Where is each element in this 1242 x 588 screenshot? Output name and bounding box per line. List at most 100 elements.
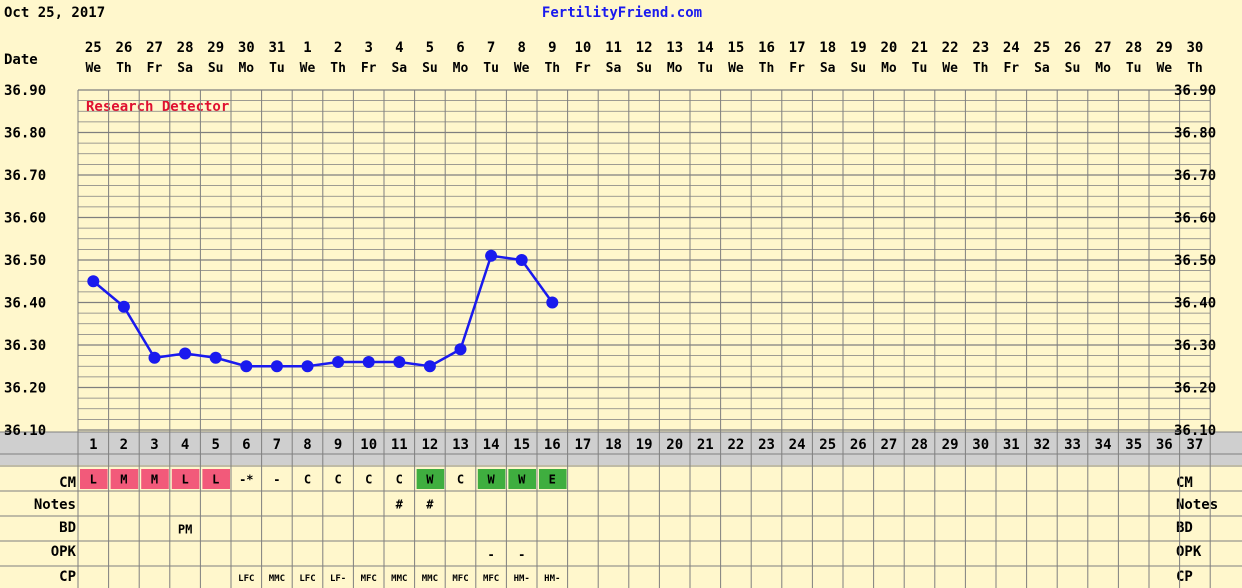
weekday-header: We [728,61,744,76]
cycle-day-number: 5 [211,437,219,453]
site-name[interactable]: FertilityFriend.com [542,5,702,21]
date-header: 29 [207,40,224,56]
cycle-day-number: 23 [758,437,775,453]
weekday-header: Mo [667,61,683,76]
weekday-header: Su [1065,61,1081,76]
temperature-point [240,360,253,373]
cycle-day-number: 7 [273,437,281,453]
cp-cell: LFC [299,574,315,584]
notes-cell: # [396,498,404,512]
cp-cell: HM- [544,574,560,584]
cm-cell-fill [171,469,200,489]
date-header: 10 [574,40,591,56]
cp-cell: MFC [361,574,377,584]
cm-cell-fill [141,469,169,489]
date-header: 17 [789,40,806,56]
weekday-header: Mo [453,61,469,76]
weekday-header: We [514,61,530,76]
cm-cell: W [518,473,526,487]
weekday-header: Th [116,61,132,76]
notes-row-label-right: Notes [1176,497,1218,513]
cm-cell: E [549,473,556,487]
chart-dynamic-layer: 25 26 27 28 29 30 31 1 2 3 4 5 6 7 8 9 10 11 12 13 14 15 16 17 1… [0,40,1242,588]
y-tick-label: 36.40 [4,296,46,312]
opk-cell: - [518,548,525,562]
temperature-point [270,360,283,373]
cycle-day-number: 8 [303,437,311,453]
weekday-header: Sa [177,61,193,76]
y-tick-label-right: 36.80 [1174,126,1216,142]
cycle-day-number: 22 [727,437,744,453]
cycle-day-number: 6 [242,437,250,453]
weekday-header: We [942,61,958,76]
temperature-point [362,356,375,368]
cycle-day-number: 20 [666,437,683,453]
temperature-point [515,254,528,266]
temperature-point [301,360,314,373]
weekday-header: Fr [575,61,591,76]
date-header: 22 [942,40,959,56]
weekday-header: Th [330,61,346,76]
cm-cell-fill [80,469,108,489]
cycle-day-number: 24 [789,437,806,453]
date-header: 9 [548,40,556,56]
date-header: 25 [1033,40,1050,56]
cycle-day-number: 13 [452,437,469,453]
cycle-day-number: 9 [334,437,342,453]
y-tick-label: 36.90 [4,83,46,99]
y-tick-label: 36.80 [4,126,46,142]
weekday-header: Su [636,61,652,76]
cm-cell-fill [416,469,445,489]
date-header: 19 [850,40,867,56]
weekday-header: Sa [391,61,407,76]
temperature-line [92,254,554,368]
weekday-header: Mo [881,61,897,76]
cm-cell: C [396,473,403,487]
date-header: 1 [303,40,311,56]
temperature-point [546,296,559,309]
cm-cell: L [90,473,97,487]
notes-row-label: Notes [34,497,76,513]
date-header: 20 [880,40,897,56]
cm-row-label-right: CM [1176,475,1193,491]
cycle-day-number: 28 [911,437,928,453]
weekday-header: Sa [1034,61,1050,76]
date-header: 28 [1125,40,1142,56]
date-header: 2 [334,40,342,56]
cycle-day-number: 35 [1125,437,1142,453]
weekday-header: Tu [912,61,928,76]
cycle-day-number: 14 [483,437,500,453]
weekday-header: Th [973,61,989,76]
cm-cell-fill [508,469,536,489]
date-header: 27 [146,40,163,56]
cm-cell: L [212,473,219,487]
cm-cell: C [457,473,464,487]
date-header: 24 [1003,40,1020,56]
weekday-header: Su [208,61,224,76]
cycle-day-number: 37 [1186,437,1203,453]
date-header: 26 [115,40,132,56]
date-header: 7 [487,40,495,56]
date-header: 6 [456,40,464,56]
opk-row-label-right: OPK [1176,544,1202,560]
weekday-header: Su [422,61,438,76]
date-header: 8 [517,40,525,56]
date-header: 4 [395,40,403,56]
cp-cell: MMC [391,574,407,584]
cm-cell: C [365,473,372,487]
weekday-header: Fr [147,61,163,76]
y-tick-label-right: 36.20 [1174,381,1216,397]
date-header: 31 [268,40,285,56]
weekday-header: Fr [361,61,377,76]
date-header: 13 [666,40,683,56]
cycle-day-number: 31 [1003,437,1020,453]
cycle-day-number: 33 [1064,437,1081,453]
cp-row-label-right: CP [1176,569,1193,585]
cycle-day-number: 19 [636,437,653,453]
cycle-day-number: 34 [1095,437,1112,453]
cycle-day-number: 1 [89,437,97,453]
day-row-background [0,432,1242,465]
cp-cell: MFC [452,574,468,584]
weekday-header: Sa [606,61,622,76]
cp-cell: MMC [269,574,285,584]
